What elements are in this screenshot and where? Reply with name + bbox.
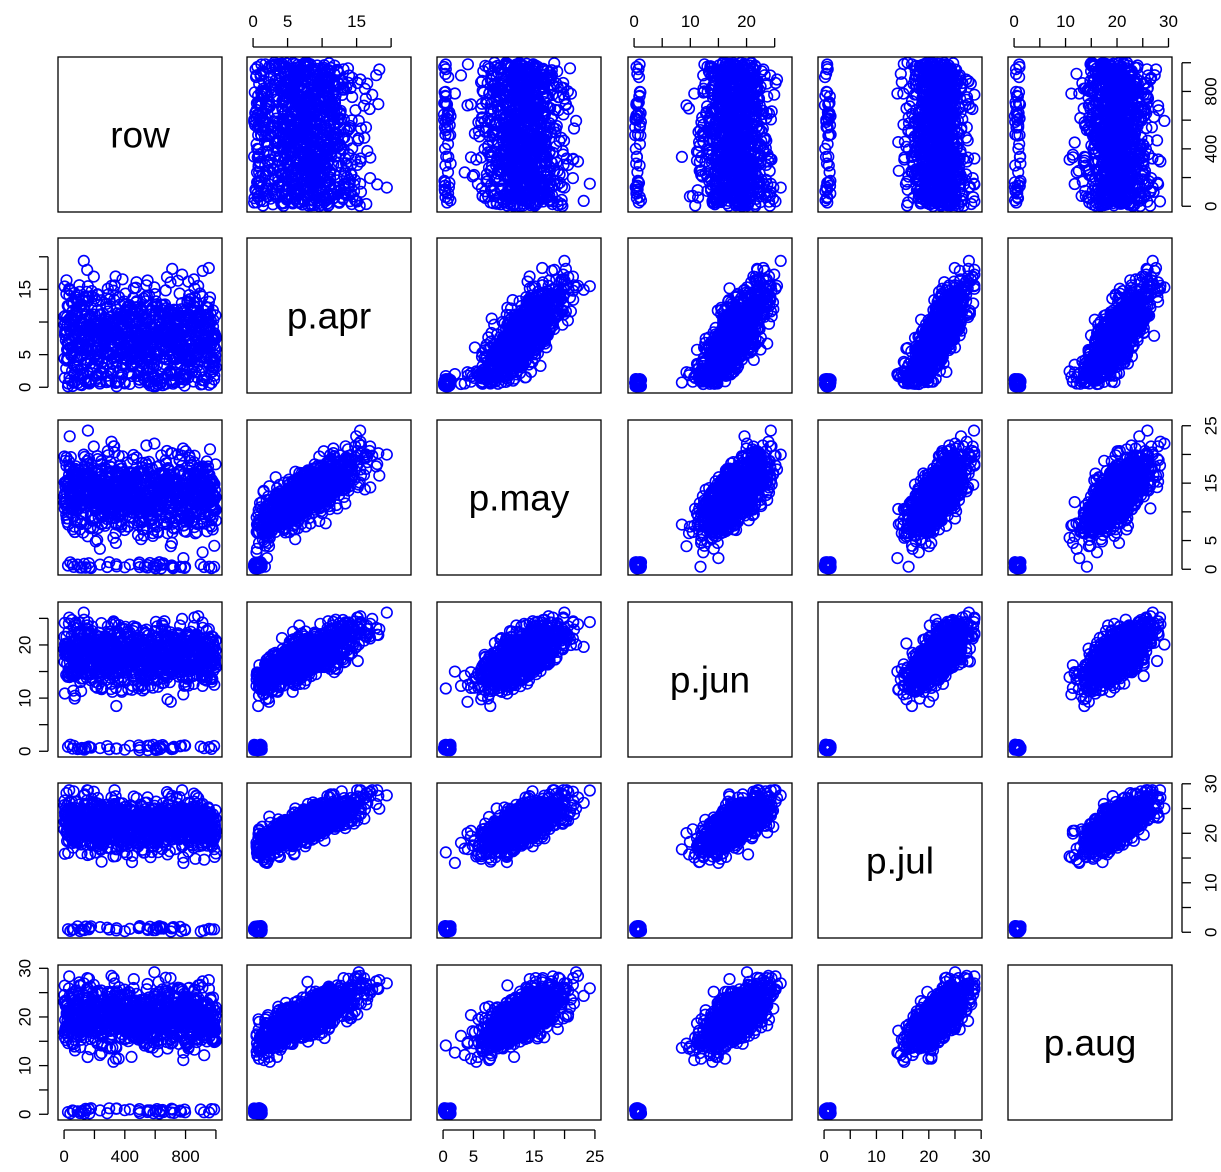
panel-row-vs-p.jun: [629, 56, 787, 213]
data-point: [680, 99, 693, 112]
data-point: [364, 151, 377, 164]
panel-row-vs-p.aug: [1008, 56, 1171, 213]
panel-row-vs-p.apr: [248, 56, 393, 213]
data-point: [577, 194, 590, 207]
data-point: [266, 156, 279, 169]
data-point: [361, 144, 374, 158]
data-point: [1014, 150, 1027, 163]
data-point: [454, 69, 468, 82]
data-point: [682, 102, 696, 115]
data-point: [567, 122, 581, 135]
data-point: [968, 88, 981, 101]
data-point: [768, 88, 781, 101]
data-point: [372, 97, 385, 111]
panel-row-vs-p.jul: [818, 56, 981, 213]
data-point: [354, 152, 367, 165]
data-point: [675, 150, 689, 163]
data-point: [566, 172, 580, 185]
data-point: [892, 164, 905, 177]
data-point: [569, 114, 583, 127]
data-point: [327, 158, 340, 171]
data-point: [630, 60, 643, 74]
data-point: [251, 142, 264, 155]
data-point: [351, 158, 364, 171]
data-point: [461, 58, 475, 71]
data-point: [563, 62, 577, 75]
data-point: [332, 156, 345, 169]
data-point: [1153, 195, 1167, 208]
points-layer: [58, 56, 1171, 1120]
data-point: [1070, 67, 1083, 80]
data-point: [354, 185, 368, 198]
panel-row-vs-p.may: [437, 56, 596, 213]
data-point: [371, 178, 384, 191]
data-point: [1068, 136, 1081, 149]
data-point: [583, 177, 596, 190]
data-point: [364, 172, 377, 185]
data-point: [1158, 114, 1171, 127]
